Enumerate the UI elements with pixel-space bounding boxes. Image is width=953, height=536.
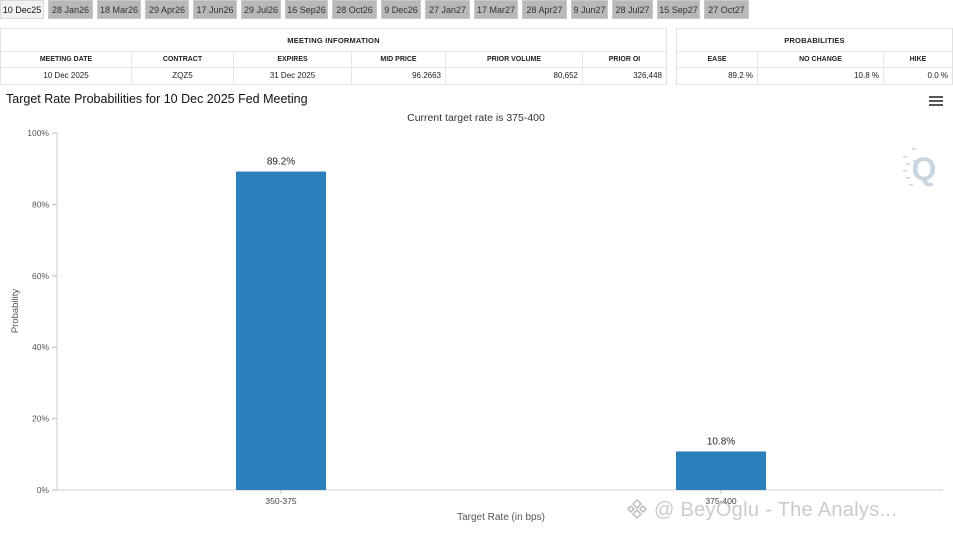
header-prior-volume: PRIOR VOLUME — [446, 52, 583, 67]
chart-subtitle: Current target rate is 375-400 — [407, 112, 545, 124]
binance-logo-icon — [626, 498, 648, 520]
header-expires: EXPIRES — [234, 52, 352, 67]
meeting-information-table: MEETING INFORMATION MEETING DATE CONTRACT… — [0, 28, 667, 85]
header-ease: EASE — [677, 52, 758, 67]
bar-350-375 — [236, 171, 326, 490]
header-hike: HIKE — [909, 56, 927, 63]
tab-10-dec25[interactable]: 10 Dec25 — [0, 0, 44, 19]
tab-28-jul27[interactable]: 28 Jul27 — [612, 0, 653, 19]
header-mid-price: MID PRICE — [352, 52, 446, 67]
meeting-information-header-row: MEETING DATE CONTRACT EXPIRES MID PRICE PRIO… — [1, 52, 666, 68]
tab-28-jan26[interactable]: 28 Jan26 — [48, 0, 93, 19]
meeting-information-value-row: 10 Dec 2025 ZQZ5 31 Dec 2025 96.2663 80,652 3… — [1, 68, 666, 84]
y-axis-label: Probability — [10, 289, 21, 334]
y-tick-label: 100% — [27, 128, 49, 138]
watermark: @ BeyOglu - The Analys... — [626, 498, 897, 522]
value-contract: ZQZ5 — [132, 68, 234, 84]
value-ease: 89.2 % — [677, 68, 758, 84]
value-meeting-date: 10 Dec 2025 — [1, 68, 132, 84]
value-prior-volume: 80,652 — [446, 68, 583, 84]
probability-bar-chart: Current target rate is 375-400 0% 20% 40% 60… — [10, 112, 943, 523]
chart-menu-icon[interactable] — [929, 96, 943, 107]
tab-18-mar26[interactable]: 18 Mar26 — [97, 0, 141, 19]
tab-15-sep27[interactable]: 15 Sep27 — [657, 0, 700, 19]
y-tick-label: 80% — [32, 199, 49, 209]
y-tick-label: 40% — [32, 342, 49, 352]
q-logo-icon: Q — [903, 148, 936, 187]
tab-27-jan27[interactable]: 27 Jan27 — [425, 0, 470, 19]
x-axis-label: Target Rate (in bps) — [457, 512, 545, 523]
tab-16-sep26[interactable]: 16 Sep26 — [285, 0, 328, 19]
y-tick-label: 0% — [37, 485, 50, 495]
tab-9-jun27[interactable]: 9 Jun27 — [571, 0, 608, 19]
value-prior-oi: 326,448 — [633, 71, 662, 80]
data-label-375-400: 10.8% — [707, 436, 735, 447]
tab-17-mar27[interactable]: 17 Mar27 — [474, 0, 518, 19]
x-tick-label-375-400: 375-400 — [705, 496, 736, 506]
probabilities-header-row: EASE NO CHANGE HIKE — [677, 52, 952, 68]
chart-title: Target Rate Probabilities for 10 Dec 202… — [6, 92, 308, 106]
svg-text:Q: Q — [912, 151, 937, 187]
tab-28-oct26[interactable]: 28 Oct26 — [332, 0, 377, 19]
value-no-change: 10.8 % — [758, 68, 884, 84]
value-mid-price: 96.2663 — [352, 68, 446, 84]
header-no-change: NO CHANGE — [758, 52, 884, 67]
tab-28-apr27[interactable]: 28 Apr27 — [522, 0, 567, 19]
probabilities-value-row: 89.2 % 10.8 % 0.0 % — [677, 68, 952, 84]
y-tick-label: 20% — [32, 414, 49, 424]
watermark-text: @ BeyOglu - The Analys... — [654, 499, 898, 521]
tab-29-apr26[interactable]: 29 Apr26 — [145, 0, 189, 19]
value-hike: 0.0 % — [927, 71, 948, 80]
probabilities-title: PROBABILITIES — [677, 29, 952, 52]
tab-29-jul26[interactable]: 29 Jul26 — [241, 0, 281, 19]
tab-9-dec26[interactable]: 9 Dec26 — [381, 0, 421, 19]
header-contract: CONTRACT — [132, 52, 234, 67]
value-expires: 31 Dec 2025 — [234, 68, 352, 84]
data-label-350-375: 89.2% — [267, 157, 295, 168]
tab-17-jun26[interactable]: 17 Jun26 — [193, 0, 237, 19]
meeting-tabs: 10 Dec25 28 Jan26 18 Mar26 29 Apr26 17 Jun26… — [0, 0, 953, 20]
probabilities-table: PROBABILITIES EASE NO CHANGE HIKE 89.2 % 10… — [676, 28, 953, 85]
header-prior-oi: PRIOR OI — [608, 56, 641, 63]
x-tick-label-350-375: 350-375 — [265, 496, 296, 506]
header-meeting-date: MEETING DATE — [1, 52, 132, 67]
bar-375-400 — [676, 451, 766, 490]
tab-27-oct27[interactable]: 27 Oct27 — [704, 0, 749, 19]
y-tick-label: 60% — [32, 271, 49, 281]
meeting-information-title: MEETING INFORMATION — [1, 29, 666, 52]
